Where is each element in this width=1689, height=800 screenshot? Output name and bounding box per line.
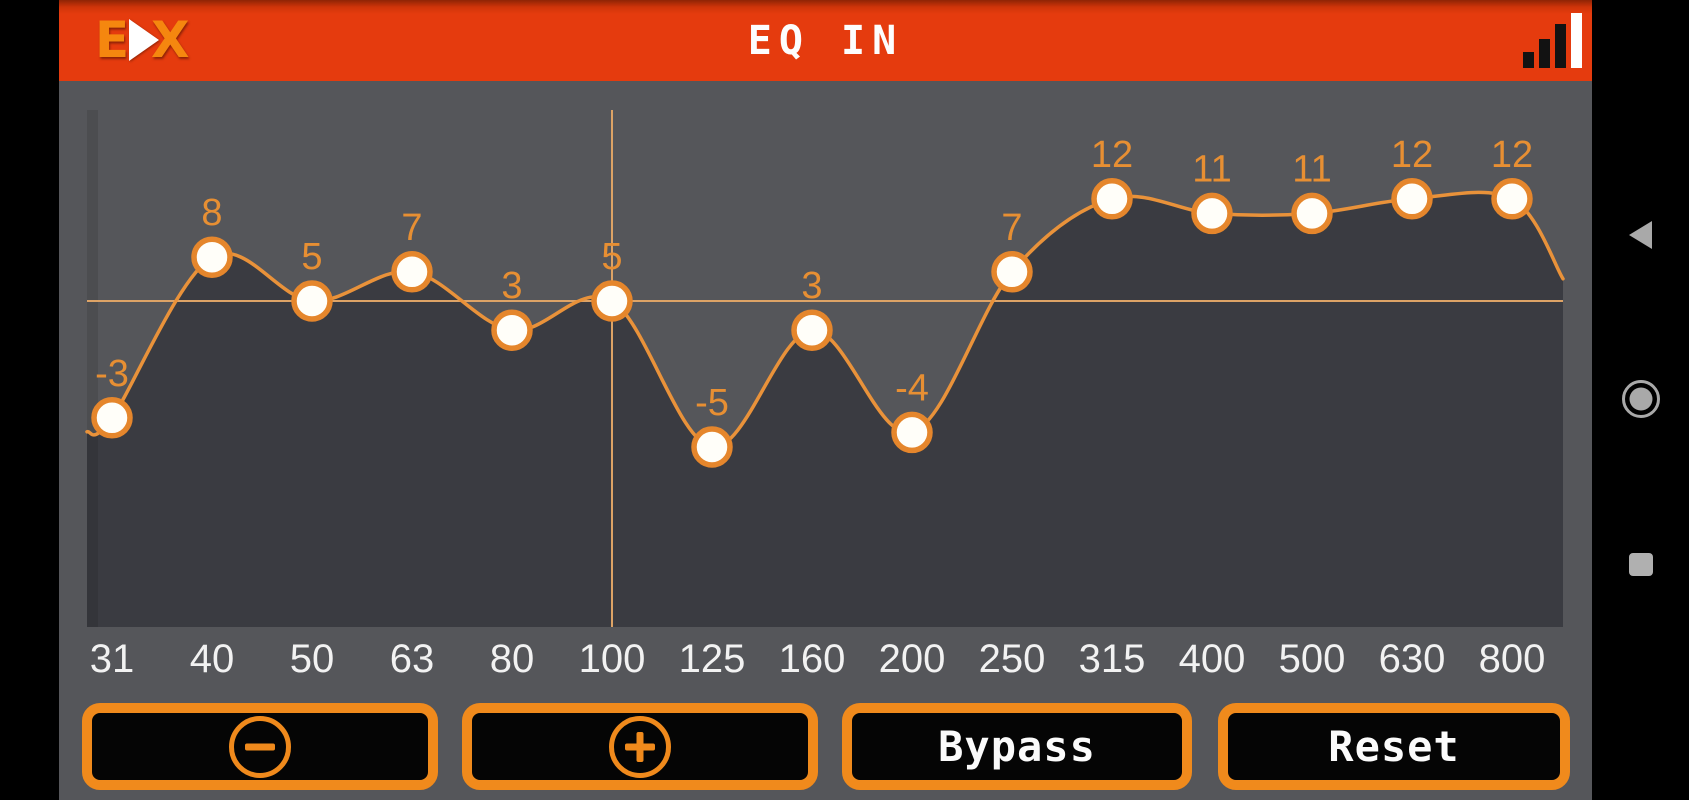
x-axis-label-100: 100 xyxy=(579,637,646,681)
eq-point-50hz[interactable] xyxy=(291,280,333,322)
gain-value-label: 7 xyxy=(1001,207,1022,249)
reset-button[interactable]: Reset xyxy=(1218,703,1570,790)
eq-point-500hz[interactable] xyxy=(1291,192,1333,235)
logo-letter-e: E xyxy=(95,11,130,69)
gain-value-label: 12 xyxy=(1091,134,1133,176)
x-axis-label-315: 315 xyxy=(1079,637,1146,681)
left-bezel xyxy=(0,0,59,800)
logo-letter-x: X xyxy=(151,11,190,69)
x-axis-label-63: 63 xyxy=(390,637,435,681)
gain-value-label: 12 xyxy=(1491,134,1533,176)
minus-icon xyxy=(229,715,291,778)
eq-point-200hz[interactable] xyxy=(891,411,933,454)
recents-icon[interactable] xyxy=(1629,553,1653,576)
gain-value-label: 5 xyxy=(301,236,322,278)
x-axis-label-500: 500 xyxy=(1279,637,1346,681)
x-axis-label-400: 400 xyxy=(1179,637,1246,681)
x-axis-label-80: 80 xyxy=(490,637,535,681)
gain-value-label: 12 xyxy=(1391,134,1433,176)
x-axis-label-250: 250 xyxy=(979,637,1046,681)
x-axis-label-160: 160 xyxy=(779,637,846,681)
header-bar: E X EQ IN xyxy=(59,0,1592,81)
eq-point-160hz[interactable] xyxy=(791,309,833,351)
x-axis-label-50: 50 xyxy=(290,637,335,681)
signal-bar-3 xyxy=(1555,24,1566,68)
back-icon[interactable] xyxy=(1629,221,1652,249)
x-axis-label-630: 630 xyxy=(1379,637,1446,681)
signal-bar-4 xyxy=(1571,13,1582,68)
android-navigation-bar xyxy=(1592,0,1689,800)
eq-point-630hz[interactable] xyxy=(1391,178,1433,220)
x-axis-label-31: 31 xyxy=(90,637,135,681)
bypass-button[interactable]: Bypass xyxy=(842,703,1192,790)
gain-value-label: 5 xyxy=(601,236,622,278)
gain-value-label: 3 xyxy=(801,265,822,307)
app-screen: -3 8 5 7 3 5 -5 3 -4 7 12 11 11 12 12 31 40 50 63 80 100 125 1… xyxy=(59,0,1592,800)
signal-strength-icon xyxy=(1523,13,1582,68)
x-axis-label-800: 800 xyxy=(1479,637,1546,681)
gain-value-label: 11 xyxy=(1192,148,1231,190)
eq-frequency-chart[interactable]: -3 8 5 7 3 5 -5 3 -4 7 12 11 11 12 12 31 40 50 63 80 100 125 1… xyxy=(59,0,1592,800)
gain-value-label: -5 xyxy=(695,382,729,424)
app-logo: E X xyxy=(95,12,205,68)
gain-value-label: -3 xyxy=(95,353,129,395)
home-icon[interactable] xyxy=(1622,380,1660,418)
gain-value-label: 8 xyxy=(201,192,222,234)
signal-bar-1 xyxy=(1523,52,1534,68)
eq-point-63hz[interactable] xyxy=(391,251,433,293)
eq-point-100hz[interactable] xyxy=(591,280,633,322)
eq-point-400hz[interactable] xyxy=(1191,192,1233,235)
bypass-button-label: Bypass xyxy=(938,722,1096,771)
eq-point-31hz[interactable] xyxy=(91,397,133,439)
gain-decrease-button[interactable] xyxy=(82,703,438,790)
home-icon-inner xyxy=(1629,387,1653,411)
eq-point-125hz[interactable] xyxy=(691,426,733,468)
eq-point-250hz[interactable] xyxy=(991,251,1033,293)
gain-value-label: 7 xyxy=(401,207,422,249)
x-axis-label-200: 200 xyxy=(879,637,946,681)
eq-point-315hz[interactable] xyxy=(1091,178,1133,220)
signal-bar-2 xyxy=(1539,39,1550,68)
plus-icon xyxy=(609,715,671,778)
gain-value-label: 3 xyxy=(501,265,522,307)
x-axis-label-40: 40 xyxy=(190,637,235,681)
reset-button-label: Reset xyxy=(1328,722,1460,771)
gain-value-label: 11 xyxy=(1292,148,1331,190)
gain-increase-button[interactable] xyxy=(462,703,818,790)
play-triangle-icon xyxy=(129,19,159,61)
x-axis-label-125: 125 xyxy=(679,637,746,681)
gain-value-label: -4 xyxy=(895,367,929,409)
plot-left-shadow xyxy=(87,110,98,627)
eq-point-800hz[interactable] xyxy=(1491,178,1533,220)
eq-point-80hz[interactable] xyxy=(491,309,533,351)
page-title: EQ IN xyxy=(747,17,904,64)
eq-point-40hz[interactable] xyxy=(191,236,233,278)
